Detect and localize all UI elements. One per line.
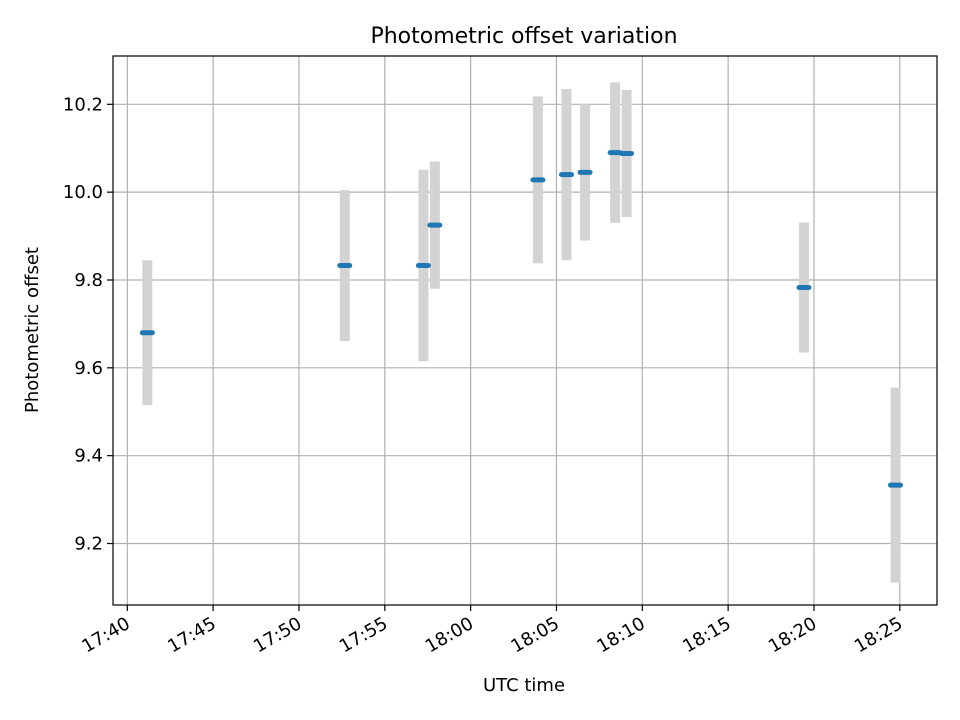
y-tick-label: 9.4 (74, 446, 103, 467)
data-markers (139, 150, 904, 488)
y-axis-label: Photometric offset (22, 247, 43, 413)
y-tick-label: 9.2 (74, 534, 103, 555)
grid (113, 56, 937, 605)
y-tick-label: 9.6 (74, 358, 103, 379)
y-axis-ticks: 9.2 9.4 9.6 9.8 10.0 10.2 (63, 94, 113, 555)
chart-title: Photometric offset variation (370, 24, 677, 49)
y-tick-label: 10.2 (63, 94, 103, 115)
y-tick-label: 10.0 (63, 182, 103, 203)
y-tick-label: 9.8 (74, 270, 103, 291)
plot-frame (112, 55, 938, 606)
x-axis-label: UTC time (483, 675, 565, 696)
